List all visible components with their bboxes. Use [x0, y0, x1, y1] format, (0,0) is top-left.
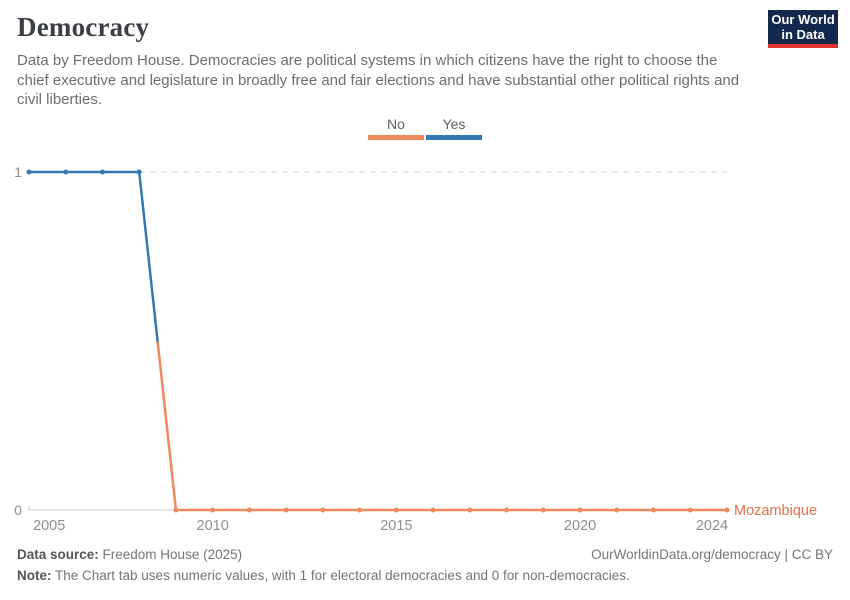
owid-logo[interactable]: Our World in Data: [768, 10, 838, 48]
data-source-label: Data source:: [17, 547, 99, 562]
y-tick-label: 0: [14, 502, 22, 518]
footer-row-note: Note: The Chart tab uses numeric values,…: [17, 565, 833, 586]
legend-label-yes: Yes: [442, 116, 466, 132]
chart-legend: No Yes: [0, 116, 850, 140]
legend-item-no[interactable]: No: [368, 116, 424, 140]
chart-subtitle: Data by Freedom House. Democracies are p…: [17, 52, 740, 108]
owid-logo-line2: in Data: [781, 27, 825, 42]
series-line-yes: [27, 170, 159, 343]
data-point: [173, 507, 179, 513]
x-tick-label: 2005: [33, 518, 65, 534]
data-point: [467, 507, 473, 513]
data-point: [246, 507, 252, 513]
data-point: [136, 169, 142, 175]
data-point: [540, 507, 546, 513]
legend-swatch: [426, 135, 482, 140]
page-title: Democracy: [17, 12, 150, 42]
data-point: [724, 507, 730, 513]
data-point: [63, 169, 69, 175]
data-point: [430, 507, 436, 513]
data-point: [357, 507, 363, 513]
footer-row-source: Data source: Freedom House (2025) OurWor…: [17, 544, 833, 565]
data-point: [393, 507, 399, 513]
chart-canvas[interactable]: 0 1 2005 2010 2015 2020 2024 Mozambique: [0, 150, 850, 540]
note-label: Note:: [17, 568, 52, 583]
legend-label-no: No: [387, 116, 405, 132]
data-point: [320, 507, 326, 513]
data-point: [210, 507, 216, 513]
data-source-value: Freedom House (2025): [98, 547, 243, 562]
owid-logo-line1: Our World: [771, 12, 835, 27]
x-tick-label: 2020: [564, 518, 596, 534]
entity-label[interactable]: Mozambique: [734, 503, 817, 519]
note-value: The Chart tab uses numeric values, with …: [51, 568, 630, 583]
y-tick-label: 1: [14, 164, 22, 180]
data-point: [26, 169, 32, 175]
data-point: [577, 507, 583, 513]
data-source-text: Data source: Freedom House (2025): [17, 544, 242, 565]
data-point: [614, 507, 620, 513]
x-tick-label: 2010: [197, 518, 229, 534]
data-point: [687, 507, 693, 513]
legend-swatch: [368, 135, 424, 140]
data-point: [99, 169, 105, 175]
data-point: [283, 507, 289, 513]
chart-footer: Data source: Freedom House (2025) OurWor…: [17, 544, 833, 586]
x-tick-label: 2024: [696, 518, 728, 534]
legend-item-yes[interactable]: Yes: [426, 116, 482, 140]
data-point: [504, 507, 510, 513]
series-line-no: [156, 339, 729, 512]
owid-cc-link[interactable]: OurWorldinData.org/democracy | CC BY: [591, 547, 833, 562]
data-point: [651, 507, 657, 513]
x-tick-label: 2015: [380, 518, 412, 534]
